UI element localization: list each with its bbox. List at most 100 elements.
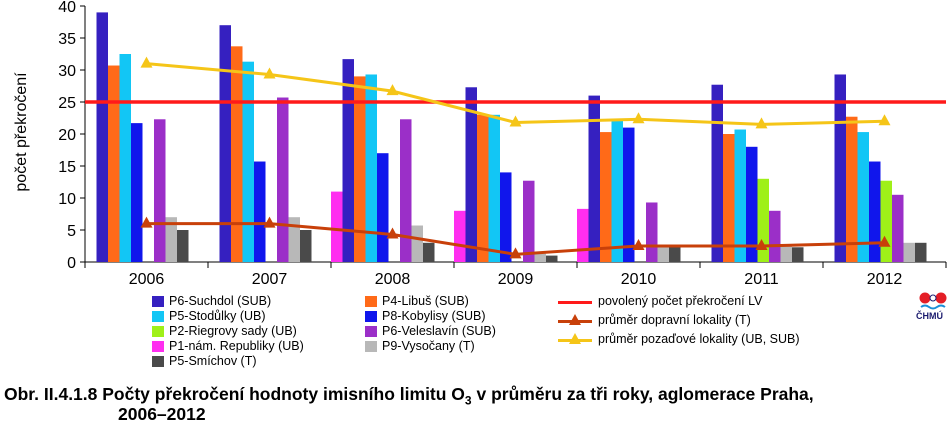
bar [400,119,412,262]
bar [780,244,792,262]
bar [108,65,120,263]
logo-text: ČHMÚ [916,311,943,321]
y-tick-label: 15 [58,159,76,176]
legend-swatch [152,311,164,322]
average-marker [386,227,399,239]
bar [254,161,266,262]
legend-swatch [152,326,164,337]
average-marker [878,235,891,247]
bar [869,161,881,262]
legend-label: P6-Suchdol (SUB) [169,294,272,308]
average-marker [755,239,768,250]
legend-swatch [365,341,377,352]
average-marker [632,112,645,124]
bar [846,116,858,262]
average-marker [140,216,153,228]
average-marker [263,216,276,228]
bar [423,242,435,262]
bar [365,74,377,262]
bar [177,230,189,262]
bar [331,191,343,262]
y-tick-label: 10 [58,191,76,208]
legend-swatch [152,356,164,367]
bar [96,12,108,263]
y-tick-label: 25 [58,95,76,112]
legend-swatch [365,326,377,337]
bar [746,146,758,262]
average-marker [386,84,399,96]
y-tick-label: 20 [58,127,76,144]
bar [231,46,243,262]
bar [454,210,466,262]
caption-suffix: v průměru za tři roky, aglomerace Praha, [471,384,814,404]
x-tick-label: 2010 [621,271,657,288]
average-marker [263,67,276,79]
y-tick-label: 40 [58,0,76,16]
bar [623,127,635,262]
bar [411,225,423,262]
bar [915,242,927,262]
legend-label: P2-Riegrovy sady (UB) [169,324,297,338]
bar [546,255,558,262]
bar [734,129,746,262]
y-tick-label: 30 [58,63,76,80]
y-tick-label: 35 [58,31,76,48]
legend-label: P1-nám. Republiky (UB) [169,339,304,353]
y-axis-label: počet překročení [13,72,30,192]
legend-swatch [152,341,164,352]
average-marker [509,115,522,127]
legend-swatch [558,301,592,304]
average-marker [140,56,153,68]
legend-label: P5-Smíchov (T) [169,354,257,368]
bar [165,217,177,262]
bar [300,230,312,262]
x-tick-label: 2009 [498,271,534,288]
bar [857,132,869,262]
average-marker [878,114,891,126]
figure-caption: Obr. II.4.1.8 Počty překročení hodnoty i… [4,384,814,412]
bar [488,114,500,262]
bar [154,119,166,262]
bar [119,54,131,262]
bar [242,61,254,263]
legend-swatch [365,311,377,322]
bar [577,208,589,262]
legend-label: P4-Libuš (SUB) [382,294,469,308]
bar [523,180,535,262]
x-tick-label: 2006 [129,271,165,288]
legend-label: průměr pozaďové lokality (UB, SUB) [598,332,800,346]
y-tick-label: 0 [67,255,76,272]
average-marker [509,247,522,259]
caption-subscript: 3 [464,393,472,408]
bar [288,217,300,262]
legend-label: průměr dopravní lokality (T) [598,313,751,327]
bar [534,253,546,262]
bar [892,194,904,262]
bar [723,134,735,262]
bar [477,114,489,262]
bar [711,84,723,262]
bar [880,180,892,262]
caption-prefix: Obr. II.4.1.8 Počty překročení hodnoty i… [4,384,465,404]
bar [600,132,612,262]
x-tick-label: 2008 [375,271,411,288]
legend-triangle-icon [569,333,581,344]
bar [354,76,366,263]
legend-swatch [365,296,377,307]
figure-caption-line2: 2006–2012 [118,404,206,424]
bar [277,97,289,263]
legend-swatch [152,296,164,307]
bar [342,59,354,263]
average-line [146,62,885,126]
bar [611,119,623,262]
x-tick-label: 2007 [252,271,288,288]
bar [769,210,781,262]
bar [465,87,477,262]
bar [588,95,600,262]
average-marker [755,117,768,129]
chmu-logo-icon [919,292,947,310]
chart: 0 5 10 15 20 25 30 35 40 2006 2007 2008 2009 2010 2011… [58,0,947,288]
x-tick-label: 2012 [867,271,903,288]
legend-label: P6-Veleslavín (SUB) [382,324,496,338]
bar [903,242,915,262]
